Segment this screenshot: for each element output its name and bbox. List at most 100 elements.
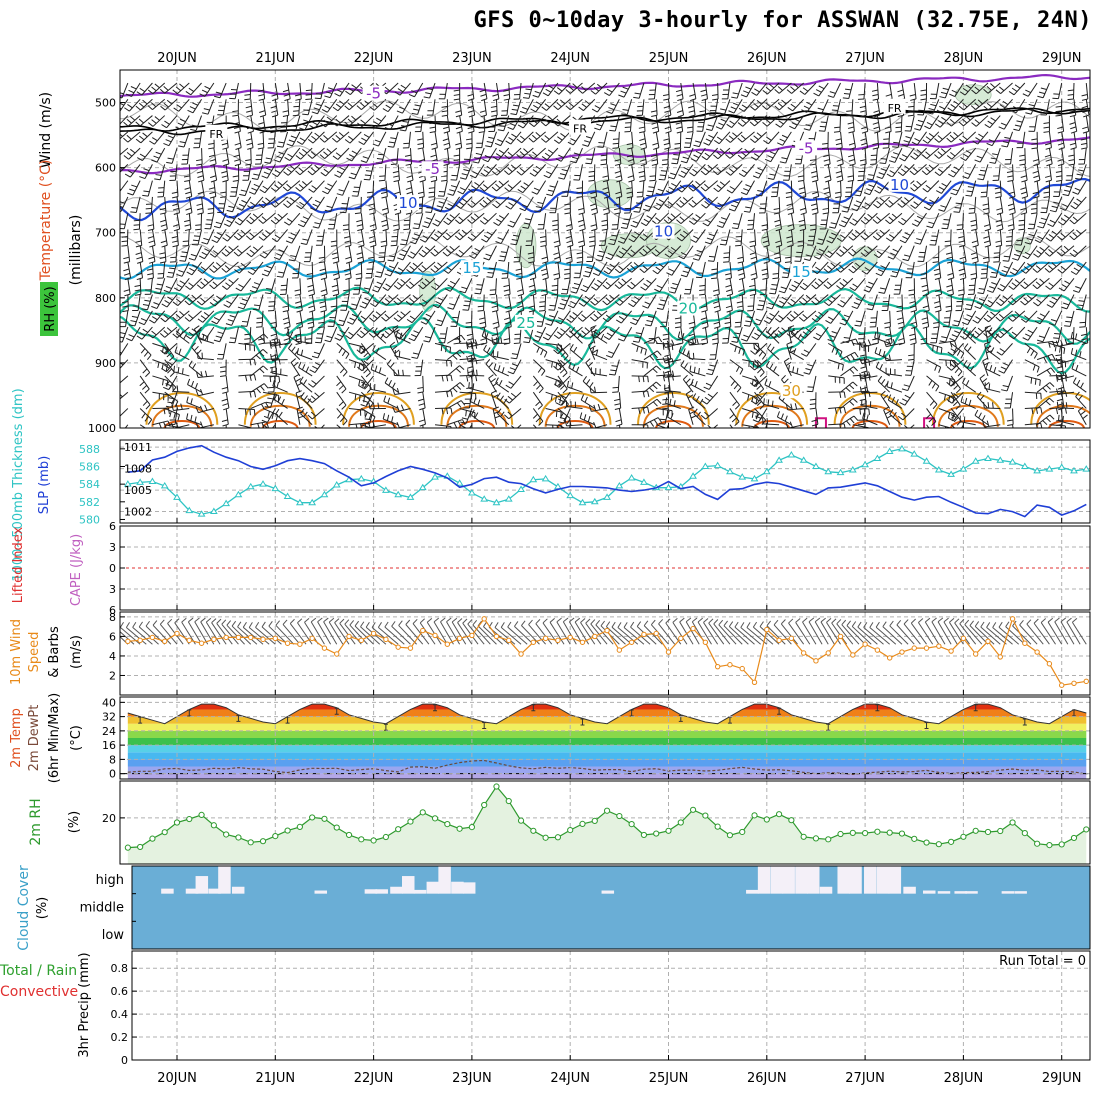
- wind-barb-flag: [180, 403, 183, 410]
- wind-barb: [563, 294, 571, 310]
- wind-barb: [412, 245, 424, 259]
- wind-barb: [339, 326, 350, 341]
- wind-barb: [692, 180, 706, 192]
- wind-barb: [311, 294, 316, 311]
- wind-barb: [528, 82, 534, 99]
- wind-barb: [545, 278, 548, 295]
- wind-barb: [372, 180, 375, 197]
- wind-barb-flag: [766, 136, 772, 141]
- wind-barb-flag: [423, 317, 429, 321]
- wind-barb-flag: [687, 339, 690, 346]
- wind-barb-flag: [477, 310, 484, 312]
- wind-barb-flag: [221, 386, 228, 390]
- wind-barb-flag: [861, 386, 868, 390]
- wind-barb: [238, 261, 252, 274]
- wind-barb: [792, 294, 805, 307]
- wind-barb-flag: [458, 201, 465, 206]
- wind-barb-flag: [200, 266, 207, 271]
- wind-barb-flag: [634, 336, 641, 339]
- wind-barb-flag: [691, 200, 697, 205]
- wind-barb-flag: [705, 219, 711, 223]
- wind-barb-flag: [732, 102, 739, 106]
- wind-barb-flag: [840, 300, 846, 304]
- wind-barb: [643, 417, 659, 426]
- wind-barb-flag: [246, 252, 252, 258]
- wind-barb: [139, 424, 147, 428]
- wind-barb: [394, 407, 411, 413]
- wind-barb-flag: [528, 137, 534, 143]
- wind-barb-flag: [172, 196, 179, 199]
- wind-barb-flag: [198, 179, 205, 183]
- wind-barb-flag: [165, 139, 172, 143]
- wind-barb-flag: [707, 368, 714, 371]
- wind-barb: [225, 408, 229, 425]
- wind-barb-flag: [185, 191, 192, 195]
- wind-barb-flag: [512, 234, 520, 237]
- wind-barb-flag: [412, 352, 419, 355]
- wind-barb: [151, 245, 156, 262]
- wind-barb: [815, 180, 820, 197]
- wind-barb: [201, 180, 205, 197]
- wind-barb-flag: [687, 126, 694, 129]
- wind-barb-flag: [671, 339, 675, 346]
- wind-barb: [271, 342, 288, 347]
- wind-barb-flag: [536, 320, 543, 323]
- wind-barb: [779, 310, 792, 323]
- wind-barb-flag: [310, 395, 317, 401]
- wind-barb-flag: [790, 298, 796, 304]
- date-label-bottom: 22JUN: [354, 1071, 394, 1086]
- wind-barb: [271, 424, 276, 428]
- wind-barb-flag: [859, 375, 862, 382]
- wind-barb-flag: [732, 336, 739, 339]
- wind-barb-flag: [864, 267, 871, 272]
- wind-barb: [824, 115, 829, 132]
- date-label-bottom: 29JUN: [1042, 1071, 1082, 1086]
- wind-barb: [124, 424, 129, 428]
- wind-barb: [531, 229, 534, 246]
- wind-barb-flag: [690, 158, 697, 162]
- wind-barb-flag: [600, 333, 605, 340]
- wind-barb-flag: [356, 366, 363, 372]
- wind-barb-flag: [859, 372, 863, 379]
- wind-barb-flag: [468, 382, 470, 389]
- wind-barb-flag: [323, 134, 329, 140]
- wind-barb-flag: [640, 347, 643, 354]
- wind-barb: [582, 380, 596, 393]
- wind-barb: [678, 336, 694, 344]
- wind-barb-flag: [388, 255, 395, 258]
- wind-barb-flag: [601, 228, 608, 231]
- wind-barb-flag: [426, 217, 433, 221]
- wind-barb-flag: [652, 142, 659, 146]
- wind-barb-flag: [354, 212, 361, 215]
- wind-barb: [495, 99, 498, 116]
- wind-barb-flag: [421, 281, 427, 287]
- wind-barb-flag: [286, 218, 293, 223]
- wind-barb: [459, 229, 473, 241]
- wind-barb: [176, 229, 179, 246]
- wind-barb: [771, 294, 780, 310]
- wind-barb: [827, 148, 831, 165]
- wind-barb-flag: [155, 287, 162, 290]
- wind-barb: [851, 99, 854, 116]
- wind-barb-flag: [273, 434, 276, 439]
- wind-barb-flag: [605, 297, 611, 303]
- wind-barb: [508, 294, 512, 311]
- wind-barb: [254, 180, 264, 195]
- wind-barb-flag: [262, 349, 268, 354]
- wind-barb-flag: [630, 281, 636, 287]
- wind-barb: [508, 82, 511, 100]
- wind-barb: [664, 375, 681, 378]
- wind-barb: [389, 261, 399, 277]
- wind-barb-flag: [297, 223, 304, 228]
- wind-barb-flag: [483, 257, 490, 261]
- wind-barb-flag: [519, 110, 526, 114]
- wind-barb: [593, 334, 608, 344]
- wind-barb-flag: [582, 376, 587, 382]
- wind-barb-flag: [362, 291, 369, 294]
- wind-barb-flag: [188, 331, 195, 336]
- wind-barb-flag: [775, 228, 782, 232]
- wind-barb-flag: [244, 342, 251, 345]
- wind-barb: [594, 196, 599, 213]
- wind-barb-flag: [847, 179, 854, 183]
- wind-barb-flag: [504, 305, 511, 309]
